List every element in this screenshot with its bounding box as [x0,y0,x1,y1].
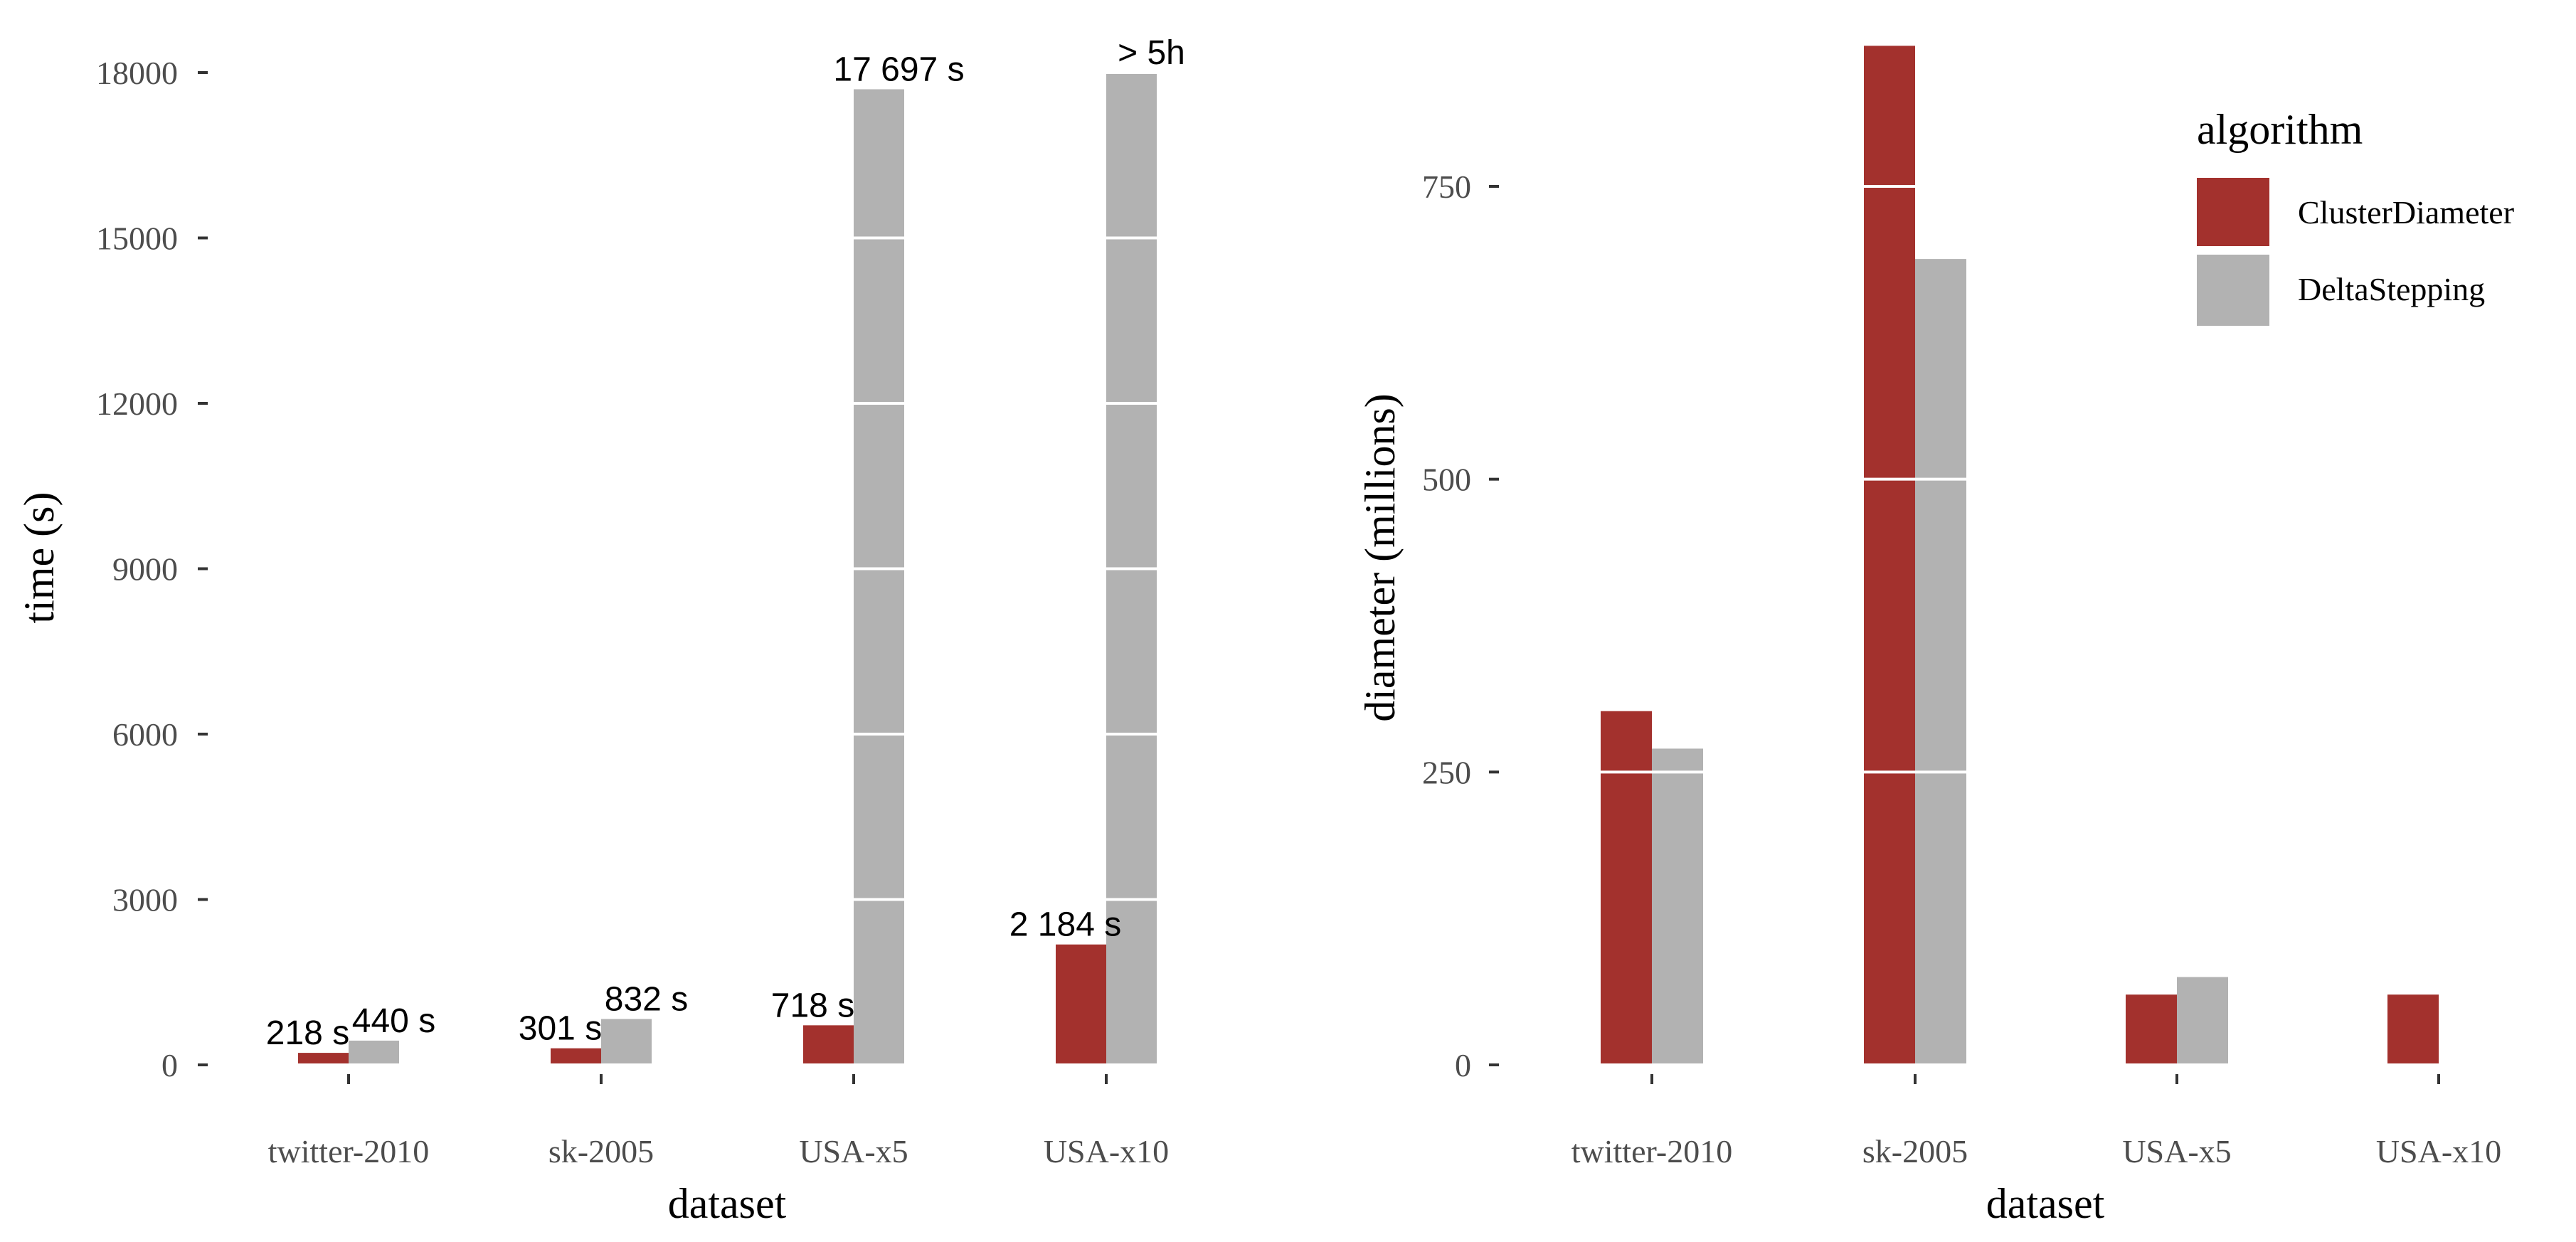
x-tick-label-usa-x5: USA-x5 [2122,1133,2231,1169]
bar-clusterdiameter-usa-x5 [803,1025,854,1065]
data-label-deltastepping-usa-x5: 17 697 s [833,51,964,88]
bar-deltastepping-sk-2005 [601,1019,652,1065]
y-tick-label-15000: 15000 [96,221,178,257]
bar-clusterdiameter-twitter-2010 [298,1053,349,1065]
bar-clusterdiameter-usa-x10 [2387,994,2439,1065]
y-tick-label-9000: 9000 [112,551,178,588]
x-tick-label-sk-2005: sk-2005 [548,1133,654,1169]
diameter-panel-gridlines [1516,185,2518,1066]
x-tick-label-twitter-2010: twitter-2010 [268,1133,429,1169]
x-tick-label-twitter-2010: twitter-2010 [1571,1133,1732,1169]
time-panel-y-axis-title: time (s) [16,492,63,624]
y-tick-label-750: 750 [1422,169,1471,205]
legend-label-delta-stepping: DeltaStepping [2298,271,2485,307]
bar-deltastepping-usa-x5 [2177,977,2228,1065]
diameter-panel-y-axis-title: diameter (millions) [1357,393,1404,722]
y-tick-label-3000: 3000 [112,882,178,918]
bar-clusterdiameter-sk-2005 [1864,46,1915,1065]
legend: algorithm ClusterDiameter DeltaStepping [2197,106,2514,326]
time-panel: time (s) dataset 218 s 301 s 718 s 2 184 s 4… [16,34,1185,1227]
legend-title: algorithm [2197,106,2363,153]
diameter-panel-x-axis-title: dataset [1986,1180,2105,1227]
y-tick-label-500: 500 [1422,462,1471,498]
y-tick-label-250: 250 [1422,754,1471,790]
y-tick-label-18000: 18000 [96,55,178,91]
data-label-clusterdiameter-usa-x10: 2 184 s [1009,906,1121,944]
bar-deltastepping-sk-2005 [1915,259,1966,1066]
x-tick-label-usa-x10: USA-x10 [1044,1133,1169,1169]
y-tick-label-12000: 12000 [96,386,178,422]
data-label-clusterdiameter-twitter-2010: 218 s [266,1014,349,1052]
x-tick-label-usa-x5: USA-x5 [799,1133,908,1169]
legend-swatch-cluster-diameter [2197,178,2269,246]
diameter-panel: diameter (millions) dataset 0 250 500 750 tw… [1357,46,2518,1227]
bar-clusterdiameter-usa-x10 [1056,944,1106,1065]
bar-clusterdiameter-sk-2005 [551,1048,601,1065]
bar-clusterdiameter-usa-x5 [2126,994,2177,1065]
bar-deltastepping-usa-x5 [854,89,904,1065]
y-tick-label-6000: 6000 [112,716,178,753]
legend-label-cluster-diameter: ClusterDiameter [2298,194,2514,230]
data-label-deltastepping-usa-x10: > 5h [1118,34,1185,72]
x-tick-label-usa-x10: USA-x10 [2376,1133,2501,1169]
y-tick-label-0: 0 [1455,1047,1471,1083]
time-panel-gridlines [225,71,1185,1066]
data-label-deltastepping-sk-2005: 832 s [605,981,688,1019]
legend-swatch-delta-stepping [2197,255,2269,326]
bar-deltastepping-twitter-2010 [349,1040,399,1065]
bar-deltastepping-twitter-2010 [1652,748,1703,1065]
bar-clusterdiameter-twitter-2010 [1601,711,1652,1065]
data-label-clusterdiameter-usa-x5: 718 s [771,987,854,1024]
data-label-clusterdiameter-sk-2005: 301 s [519,1010,602,1048]
data-label-deltastepping-twitter-2010: 440 s [352,1002,435,1040]
y-tick-label-0: 0 [161,1047,178,1083]
time-panel-x-axis-title: dataset [668,1180,787,1227]
x-tick-label-sk-2005: sk-2005 [1862,1133,1968,1169]
diameter-panel-bars [1601,46,2439,1066]
